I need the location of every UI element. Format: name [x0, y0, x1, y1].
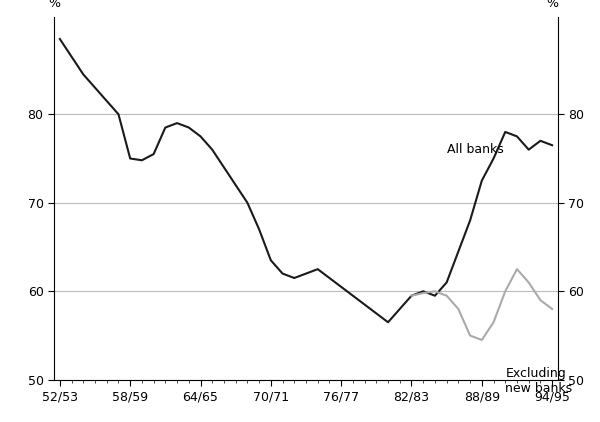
Text: Excluding
new banks: Excluding new banks: [505, 367, 572, 395]
Text: All banks: All banks: [446, 143, 503, 156]
Text: %: %: [48, 0, 60, 10]
Text: %: %: [546, 0, 558, 10]
